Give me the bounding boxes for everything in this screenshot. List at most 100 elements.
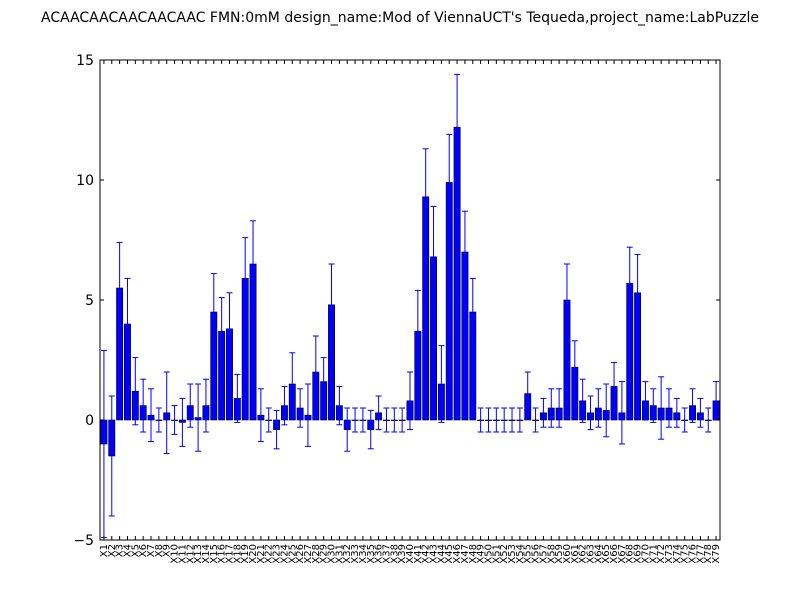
error-bar-X55: [524, 371, 531, 416]
error-bar-X63: [587, 395, 594, 431]
x-tick-label: X37: [381, 544, 392, 564]
y-tick-label: 0: [85, 413, 94, 429]
x-tick-label: X75: [680, 544, 691, 564]
x-tick-label: X12: [185, 544, 196, 564]
x-tick-label: X35: [366, 544, 377, 564]
x-tick-label: X28: [311, 544, 322, 564]
error-bar-X49: [477, 407, 484, 433]
x-tick-label: X74: [672, 544, 683, 564]
x-tick-label: X70: [640, 544, 651, 564]
x-tick-label: X21: [256, 544, 267, 564]
x-tick-label: X18: [232, 544, 243, 564]
error-bar-X66: [611, 361, 618, 411]
error-bar-X2: [108, 395, 115, 517]
y-tick-label: 5: [85, 293, 94, 309]
x-tick-label: X59: [554, 544, 565, 564]
error-bar-X3: [116, 241, 123, 335]
x-tick-label: X78: [703, 544, 714, 564]
x-tick-label: X51: [491, 544, 502, 564]
error-bar-X7: [148, 388, 155, 443]
error-bar-X4: [124, 277, 131, 371]
x-tick-label: X47: [460, 544, 471, 564]
error-bar-X5: [132, 357, 139, 426]
x-tick-label: X50: [483, 544, 494, 564]
error-bar-X70: [642, 381, 649, 421]
x-tick-label: X54: [515, 544, 526, 564]
x-tick-label: X29: [319, 544, 330, 564]
x-tick-label: X25: [287, 544, 298, 564]
x-tick-label: X79: [711, 544, 722, 564]
x-tick-label: X48: [468, 544, 479, 564]
x-tick-label: X56: [531, 544, 542, 564]
x-tick-label: X6: [138, 544, 149, 557]
x-tick-label: X26: [295, 544, 306, 564]
error-bar-X68: [626, 246, 633, 320]
error-bar-X9: [163, 371, 170, 455]
x-tick-label: X44: [436, 544, 447, 564]
error-bar-X13: [195, 383, 202, 452]
x-tick-label: X62: [578, 544, 589, 564]
x-tick-label: X41: [413, 544, 424, 564]
x-tick-label: X10: [170, 544, 181, 564]
x-tick-label: X27: [303, 544, 314, 564]
error-bar-X60: [563, 263, 570, 337]
x-tick-label: X64: [593, 544, 604, 564]
y-tick-label: 10: [76, 173, 94, 189]
error-bar-X18: [234, 373, 241, 423]
error-bar-X10: [171, 405, 178, 435]
error-bar-X78: [705, 407, 712, 433]
error-bar-X47: [461, 210, 468, 294]
error-bar-X36: [375, 395, 382, 431]
x-tick-label: X19: [240, 544, 251, 564]
error-bar-X6: [140, 378, 147, 433]
x-tick-label: X63: [586, 544, 597, 564]
y-tick-label: 15: [76, 53, 94, 69]
x-tick-label: X34: [358, 544, 369, 564]
error-bar-X53: [509, 407, 516, 433]
error-bar-X57: [540, 397, 547, 428]
error-bar-X32: [344, 407, 351, 452]
x-tick-label: X60: [562, 544, 573, 564]
x-tick-label: X46: [452, 544, 463, 564]
error-bar-X24: [281, 385, 288, 426]
error-bar-X59: [556, 388, 563, 428]
x-tick-label: X68: [625, 544, 636, 564]
error-bar-X16: [218, 297, 225, 366]
x-tick-label: X24: [279, 544, 290, 564]
x-tick-label: X33: [350, 544, 361, 564]
x-tick-label: X39: [397, 544, 408, 564]
x-tick-label: X73: [664, 544, 675, 564]
error-bar-X23: [273, 409, 280, 450]
error-bar-X43: [430, 205, 437, 308]
x-tick-label: X8: [154, 544, 165, 557]
error-bar-X56: [532, 407, 539, 433]
error-bar-X31: [336, 385, 343, 426]
error-bar-X58: [548, 388, 555, 428]
error-bar-X71: [650, 388, 657, 423]
x-tick-label: X40: [405, 544, 416, 564]
x-tick-label: X11: [177, 544, 188, 564]
error-bar-X17: [226, 292, 233, 366]
error-bar-X52: [501, 407, 508, 433]
error-bar-X15: [210, 273, 217, 351]
x-tick-label: X38: [389, 544, 400, 564]
x-tick-label: X36: [374, 544, 385, 564]
x-tick-label: X9: [162, 544, 173, 557]
error-bar-X69: [634, 253, 641, 332]
error-bar-X46: [454, 73, 461, 181]
error-bar-X29: [320, 357, 327, 407]
x-tick-label: X4: [122, 544, 133, 557]
x-axis: X1X2X3X4X5X6X7X8X9X10X11X12X13X14X15X16X…: [99, 60, 722, 564]
x-tick-label: X72: [656, 544, 667, 564]
x-tick-label: X66: [609, 544, 620, 564]
error-bar-X45: [446, 133, 453, 231]
error-bar-X44: [438, 345, 445, 423]
x-tick-label: X14: [201, 544, 212, 564]
error-bar-X34: [359, 407, 366, 433]
error-bar-X62: [579, 378, 586, 423]
x-tick-label: X61: [570, 544, 581, 564]
error-bar-X40: [407, 371, 413, 431]
x-tick-label: X45: [444, 544, 455, 564]
error-bar-X39: [399, 407, 406, 433]
